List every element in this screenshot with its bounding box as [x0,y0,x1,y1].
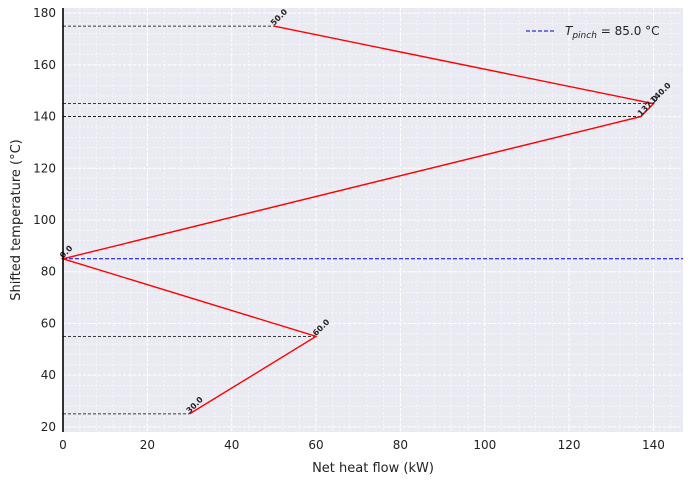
guide-lines [63,25,654,415]
y-tick-label: 100 [33,213,56,227]
y-tick-label: 180 [33,6,56,20]
y-tick-label: 60 [41,316,56,330]
legend-value: = 85.0 °C [597,24,660,38]
x-tick-label: 60 [308,438,323,452]
x-tick-label: 120 [558,438,581,452]
legend-subscript: pinch [571,31,597,41]
x-tick-label: 100 [473,438,496,452]
y-tick-label: 120 [33,161,56,175]
legend-label: Tpinch = 85.0 °C [565,24,660,41]
y-tick-labels: 20 40 60 80 100 120 140 160 180 [33,6,56,434]
x-tick-label: 20 [140,438,155,452]
y-axis-title: Shifted temperature (°C) [9,139,24,301]
x-tick-label: 140 [642,438,665,452]
x-tick-labels: 0 20 40 60 80 100 120 140 [59,438,665,452]
x-axis-title: Net heat flow (kW) [312,461,434,476]
x-tick-label: 80 [393,438,408,452]
legend-symbol: T [565,24,574,38]
x-tick-label: 0 [59,438,67,452]
y-tick-label: 140 [33,110,56,124]
y-tick-label: 20 [41,420,56,434]
y-tick-label: 40 [41,368,56,382]
y-tick-label: 80 [41,265,56,279]
x-tick-label: 40 [224,438,239,452]
legend: Tpinch = 85.0 °C [526,24,660,41]
series-line [60,25,655,415]
y-tick-label: 160 [33,58,56,72]
